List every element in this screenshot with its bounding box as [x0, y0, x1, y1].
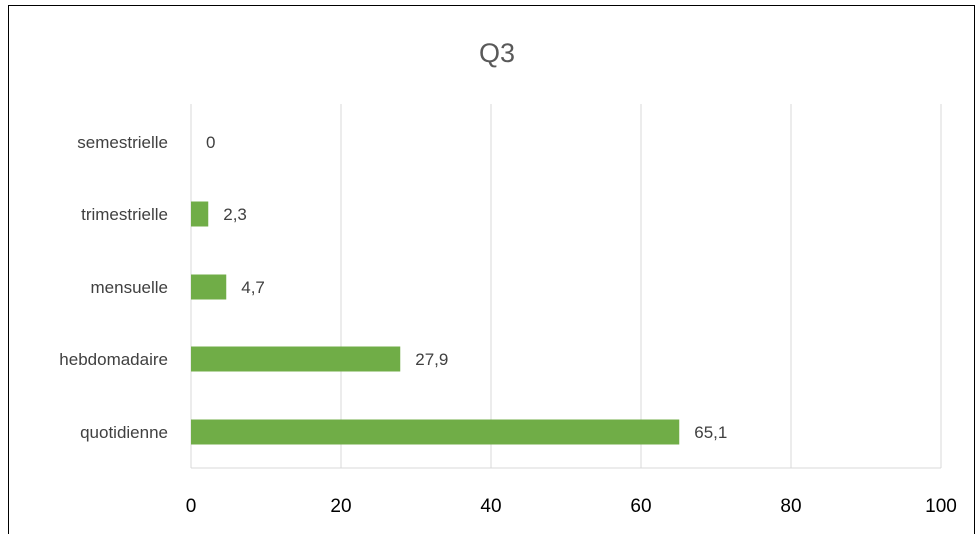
- data-label: 27,9: [415, 350, 448, 369]
- x-tick-label: 80: [780, 496, 801, 517]
- category-label: hebdomadaire: [59, 350, 168, 369]
- category-labels: quotidienne hebdomadaire mensuelle trimestr…: [59, 133, 168, 442]
- gridlines: [190, 104, 942, 469]
- x-tick-label: 40: [480, 496, 501, 517]
- bar-mensuelle: [191, 274, 227, 300]
- category-label: mensuelle: [91, 278, 169, 297]
- x-tick-label: 60: [630, 496, 651, 517]
- x-tick-label: 0: [186, 496, 197, 517]
- x-tick-label: 100: [925, 496, 957, 517]
- x-axis-tick-labels: 0 20 40 60 80 100: [186, 496, 957, 517]
- bar-quotidienne: [191, 419, 680, 445]
- x-tick-label: 20: [330, 496, 351, 517]
- data-label: 65,1: [694, 423, 727, 442]
- data-label: 2,3: [223, 205, 247, 224]
- bar-hebdomadaire: [191, 346, 401, 372]
- chart-frame: [8, 5, 975, 534]
- bar-trimestrielle: [191, 201, 209, 227]
- data-label: 4,7: [241, 278, 265, 297]
- category-label: semestrielle: [77, 133, 168, 152]
- category-label: trimestrielle: [81, 205, 168, 224]
- chart-title: Q3: [479, 38, 515, 68]
- category-label: quotidienne: [80, 423, 168, 442]
- data-label: 0: [206, 133, 215, 152]
- bars: [191, 201, 680, 445]
- data-labels: 65,1 27,9 4,7 2,3 0: [206, 133, 727, 442]
